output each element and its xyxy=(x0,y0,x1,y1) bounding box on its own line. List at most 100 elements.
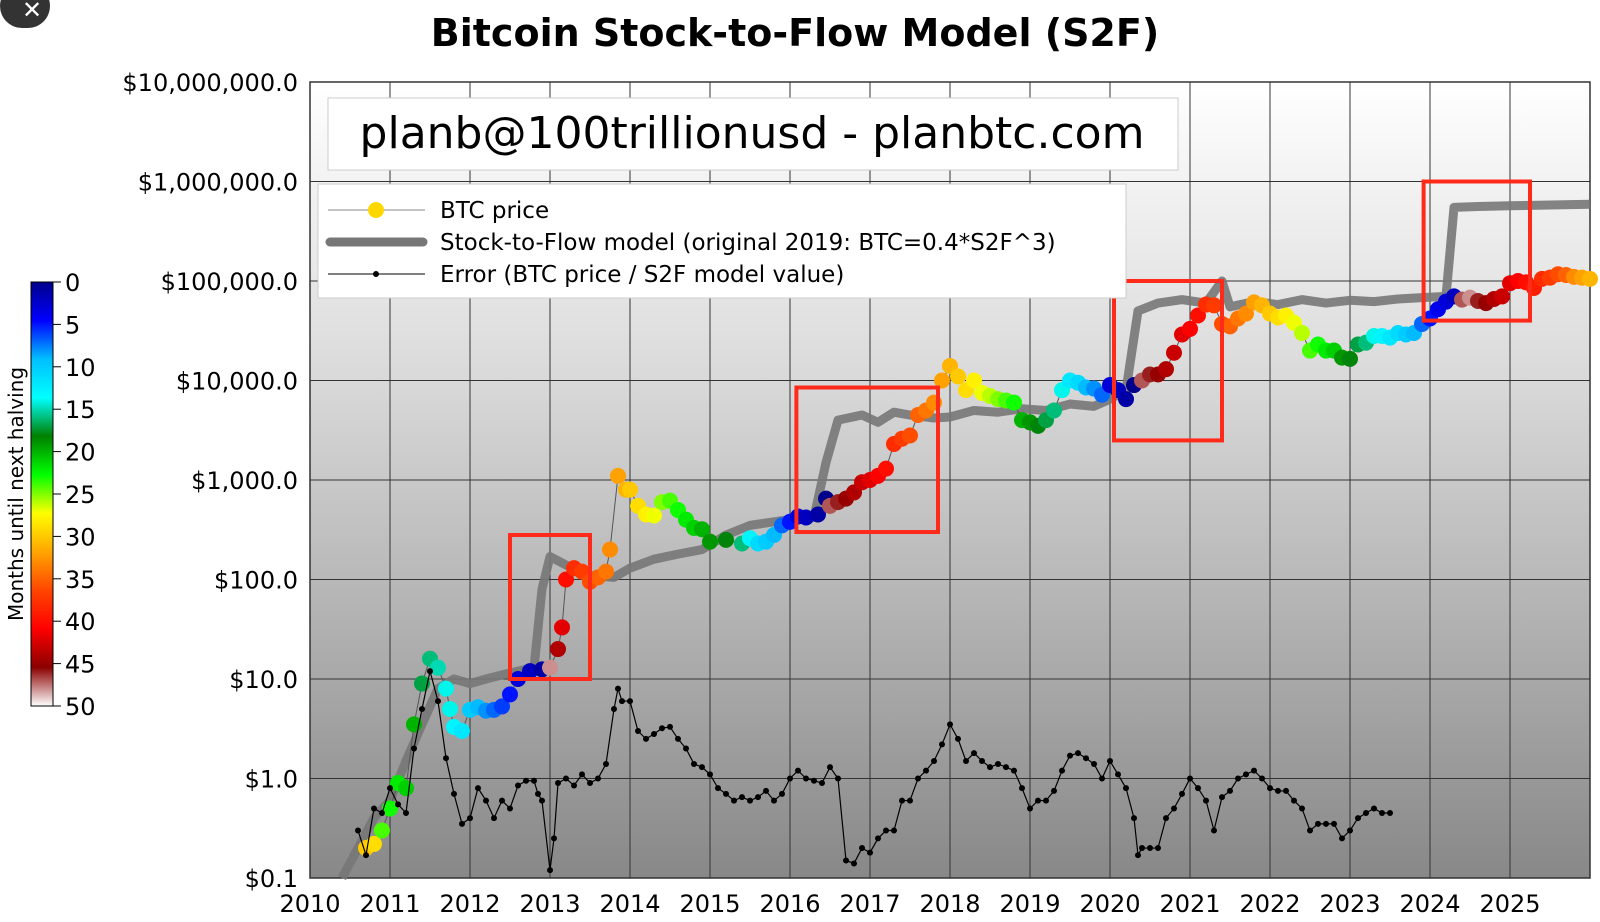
btc-price-point xyxy=(438,680,454,697)
legend-box xyxy=(317,183,1127,299)
error-point xyxy=(1227,787,1233,794)
error-point xyxy=(1243,771,1249,778)
colorbar-tick-label: 0 xyxy=(65,269,80,297)
error-point xyxy=(1203,797,1209,804)
error-point xyxy=(1099,775,1105,782)
error-point xyxy=(1187,775,1193,782)
btc-price-point xyxy=(502,686,518,703)
error-point xyxy=(787,775,793,782)
btc-price-point xyxy=(798,509,814,526)
error-point xyxy=(963,757,969,764)
error-point xyxy=(827,764,833,771)
error-point xyxy=(1195,785,1201,792)
error-point xyxy=(1299,805,1305,812)
btc-price-point xyxy=(622,481,638,498)
error-point xyxy=(579,771,585,778)
x-tick-label: 2014 xyxy=(599,890,660,918)
error-point xyxy=(1259,775,1265,782)
error-point xyxy=(1363,810,1369,817)
error-point xyxy=(1267,785,1273,792)
error-point xyxy=(403,810,409,817)
error-point xyxy=(699,764,705,771)
btc-price-point xyxy=(646,507,662,524)
btc-price-point xyxy=(810,506,826,523)
error-point xyxy=(707,771,713,778)
btc-price-point xyxy=(542,659,558,676)
error-point xyxy=(979,757,985,764)
colorbar-tick-label: 15 xyxy=(65,396,96,424)
error-point xyxy=(411,745,417,752)
y-tick-label: $1,000,000.0 xyxy=(138,169,298,197)
error-point xyxy=(619,698,625,705)
legend-entry: Stock-to-Flow model (original 2019: BTC=… xyxy=(440,230,1056,256)
colorbar-tick-label: 20 xyxy=(65,439,96,467)
btc-price-point xyxy=(494,698,510,715)
error-point xyxy=(731,797,737,804)
error-point xyxy=(1355,815,1361,822)
colorbar: 0 5 10 15 20 25 30 35 40 45 50 Months until next ha… xyxy=(4,269,96,721)
error-point xyxy=(1115,771,1121,778)
error-point xyxy=(1051,787,1057,794)
error-point xyxy=(1163,815,1169,822)
error-point xyxy=(955,735,961,742)
error-point xyxy=(803,775,809,782)
error-point xyxy=(883,827,889,834)
y-tick-label: $1.0 xyxy=(245,766,298,794)
btc-price-point xyxy=(1582,270,1598,287)
error-point xyxy=(427,668,433,675)
error-point xyxy=(563,775,569,782)
colorbar-tick-label: 50 xyxy=(65,693,96,721)
error-point xyxy=(419,705,425,712)
error-point xyxy=(1043,797,1049,804)
error-point xyxy=(635,728,641,735)
error-point xyxy=(1323,820,1329,827)
y-tick-label: $10,000.0 xyxy=(176,368,298,396)
error-point xyxy=(483,797,489,804)
error-point xyxy=(615,685,621,692)
x-tick-label: 2019 xyxy=(999,890,1060,918)
x-tick-label: 2018 xyxy=(919,890,980,918)
error-point xyxy=(1219,794,1225,801)
x-tick-label: 2017 xyxy=(839,890,900,918)
error-point xyxy=(551,835,557,842)
error-point xyxy=(395,801,401,808)
x-tick-label: 2015 xyxy=(679,890,740,918)
close-button[interactable]: ✕ xyxy=(0,0,50,28)
error-point xyxy=(931,757,937,764)
btc-price-point xyxy=(430,659,446,676)
error-point xyxy=(1339,835,1345,842)
error-point xyxy=(535,790,541,797)
btc-price-point xyxy=(398,780,414,797)
error-point xyxy=(1059,767,1065,774)
error-point xyxy=(875,835,881,842)
error-point xyxy=(1331,820,1337,827)
btc-price-point xyxy=(550,641,566,658)
error-point xyxy=(995,760,1001,767)
error-point xyxy=(595,775,601,782)
btc-price-point xyxy=(610,467,626,484)
error-point xyxy=(451,790,457,797)
btc-price-point xyxy=(382,800,398,817)
error-point xyxy=(1275,787,1281,794)
s2f-model-line xyxy=(338,199,1591,881)
error-point xyxy=(1347,827,1353,834)
error-point xyxy=(1011,767,1017,774)
btc-price-point xyxy=(1182,320,1198,337)
btc-price-point xyxy=(1294,325,1310,342)
error-point xyxy=(1123,785,1129,792)
btc-price-point xyxy=(1494,288,1510,305)
btc-price-point xyxy=(554,619,570,636)
colorbar-tick-label: 25 xyxy=(65,481,96,509)
colorbar-tick-label: 5 xyxy=(65,311,80,339)
btc-price-point xyxy=(598,563,614,580)
halving-box xyxy=(508,533,592,681)
error-point xyxy=(1147,845,1153,852)
btc-price-point xyxy=(602,541,618,558)
y-tick-label: $1,000.0 xyxy=(191,467,298,495)
btc-price-point xyxy=(1166,344,1182,361)
btc-price-point xyxy=(522,663,538,680)
btc-price-point xyxy=(1046,402,1062,419)
error-point xyxy=(907,797,913,804)
error-point xyxy=(1251,767,1257,774)
